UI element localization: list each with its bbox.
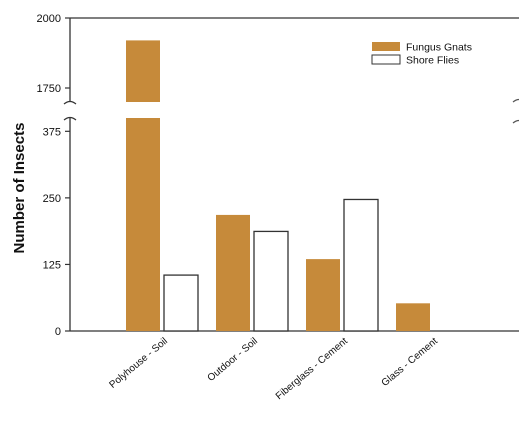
y-tick-label: 2000 <box>37 13 61 25</box>
bar <box>306 259 340 331</box>
x-category-label: Fiberglass - Cement <box>274 336 350 402</box>
bar-upper-segment <box>126 40 160 102</box>
axis-break-mark-lower <box>63 116 77 121</box>
bar <box>343 198 379 332</box>
y-ticks: 0 125 250 375 1750 2000 <box>37 13 70 338</box>
bar <box>216 214 250 331</box>
bar <box>253 230 289 332</box>
x-category-label: Outdoor - Soil <box>206 336 260 384</box>
right-break-mark-upper <box>512 98 519 103</box>
y-axis-title: Number of Insects <box>11 123 28 254</box>
right-break-mark-lower <box>512 119 519 124</box>
bar <box>126 118 160 331</box>
y-tick-label: 250 <box>43 193 61 205</box>
axis-break-mark-upper <box>63 100 77 105</box>
y-tick-label: 0 <box>55 326 61 338</box>
x-category-labels: Polyhouse - Soil Outdoor - Soil Fiberglass… <box>107 336 440 402</box>
bars <box>126 40 430 332</box>
legend-label: Fungus Gnats <box>406 42 472 54</box>
legend-swatch <box>371 54 401 65</box>
x-category-label: Polyhouse - Soil <box>107 336 169 391</box>
bar <box>163 274 199 332</box>
legend-swatch <box>372 42 400 51</box>
x-category-label: Glass - Cement <box>380 336 440 389</box>
legend-label: Shore Flies <box>406 55 459 67</box>
bar <box>396 303 430 331</box>
y-tick-label: 125 <box>43 259 61 271</box>
y-tick-label: 375 <box>43 126 61 138</box>
y-tick-label: 1750 <box>37 83 61 95</box>
